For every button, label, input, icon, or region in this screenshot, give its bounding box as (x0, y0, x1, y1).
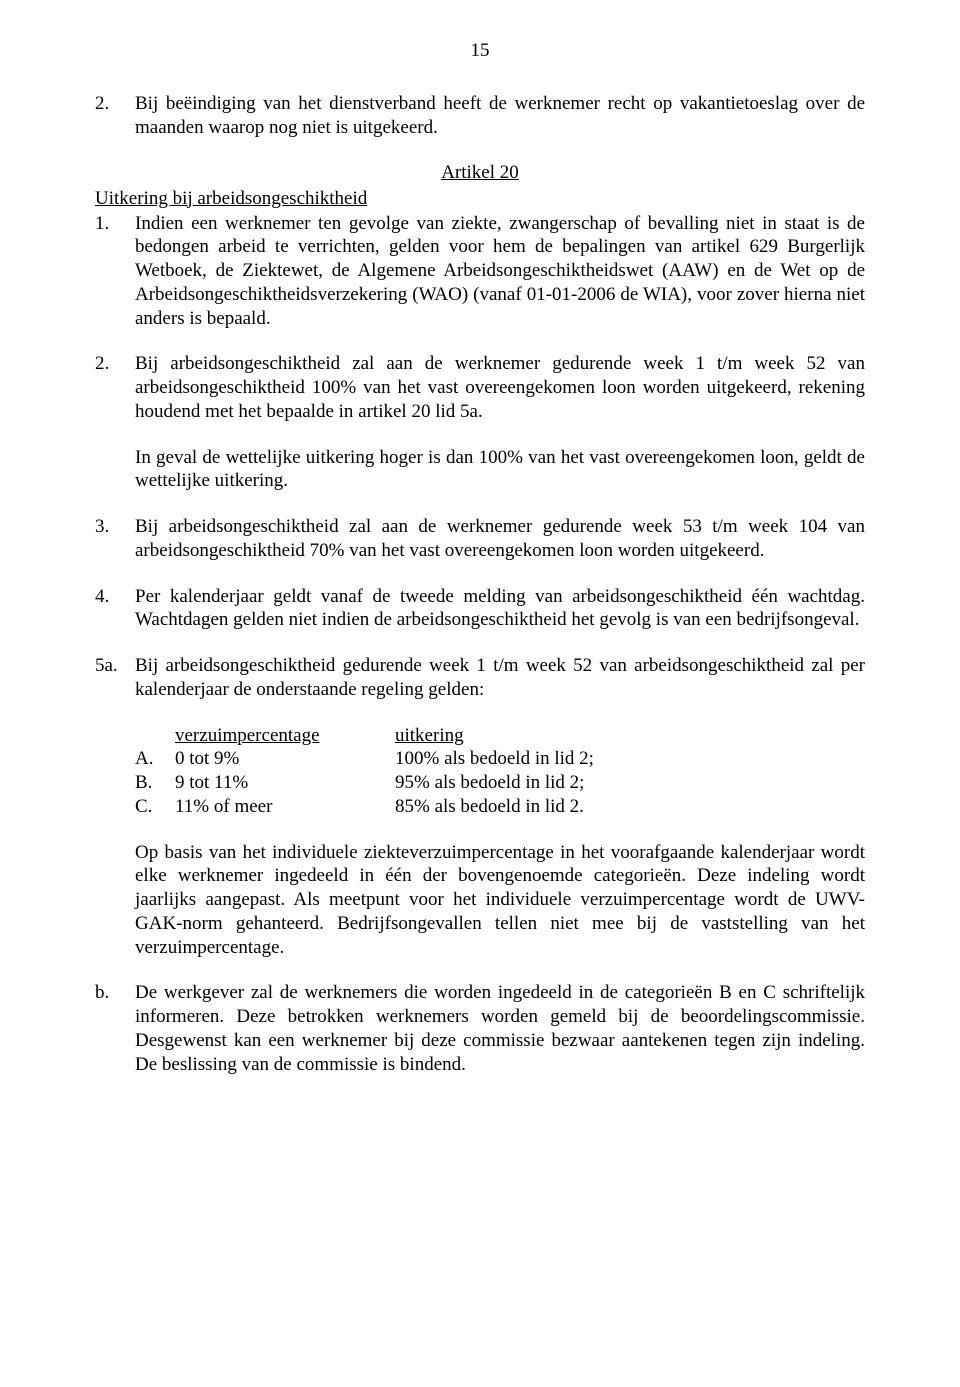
subsection-title: Uitkering bij arbeidsongeschiktheid (95, 188, 865, 210)
table-cell: 85% als bedoeld in lid 2. (395, 795, 865, 819)
table-row: C. 11% of meer 85% als bedoeld in lid 2. (135, 795, 865, 819)
para-body: Bij arbeidsongeschiktheid zal aan de wer… (135, 352, 865, 423)
paragraph-2-sub: In geval de wettelijke uitkering hoger i… (135, 446, 865, 494)
table-header-cell: uitkering (395, 724, 865, 748)
table-header-cell: verzuimpercentage (175, 724, 395, 748)
table-cell: 100% als bedoeld in lid 2; (395, 747, 865, 771)
paragraph-5a: 5a. Bij arbeidsongeschiktheid gedurende … (95, 654, 865, 702)
para-body: Bij arbeidsongeschiktheid gedurende week… (135, 654, 865, 702)
table-cell: 95% als bedoeld in lid 2; (395, 771, 865, 795)
paragraph-4: 4. Per kalenderjaar geldt vanaf de tweed… (95, 585, 865, 633)
table-row: A. 0 tot 9% 100% als bedoeld in lid 2; (135, 747, 865, 771)
paragraph-1: 1. Indien een werknemer ten gevolge van … (95, 212, 865, 331)
paragraph-3: 3. Bij arbeidsongeschiktheid zal aan de … (95, 515, 865, 563)
rate-table: verzuimpercentage uitkering A. 0 tot 9% … (135, 724, 865, 819)
para-marker: 5a. (95, 654, 135, 702)
para-body: Bij arbeidsongeschiktheid zal aan de wer… (135, 515, 865, 563)
table-cell: 9 tot 11% (175, 771, 395, 795)
article-heading: Artikel 20 (95, 162, 865, 184)
para-body: Per kalenderjaar geldt vanaf de tweede m… (135, 585, 865, 633)
table-cell: B. (135, 771, 175, 795)
table-cell: 0 tot 9% (175, 747, 395, 771)
paragraph-5a-followup: Op basis van het individuele ziekteverzu… (135, 841, 865, 960)
table-cell: 11% of meer (175, 795, 395, 819)
paragraph-b: b. De werkgever zal de werknemers die wo… (95, 981, 865, 1076)
table-cell (135, 724, 175, 748)
paragraph-top-2: 2. Bij beëindiging van het dienstverband… (95, 92, 865, 140)
table-row: B. 9 tot 11% 95% als bedoeld in lid 2; (135, 771, 865, 795)
para-marker: 3. (95, 515, 135, 563)
para-body: De werkgever zal de werknemers die worde… (135, 981, 865, 1076)
para-marker: 2. (95, 92, 135, 140)
para-marker: 4. (95, 585, 135, 633)
para-marker: 1. (95, 212, 135, 331)
table-cell: A. (135, 747, 175, 771)
page-number: 15 (95, 40, 865, 62)
table-header-row: verzuimpercentage uitkering (135, 724, 865, 748)
paragraph-2: 2. Bij arbeidsongeschiktheid zal aan de … (95, 352, 865, 423)
document-page: 15 2. Bij beëindiging van het dienstverb… (0, 0, 960, 1116)
para-marker: b. (95, 981, 135, 1076)
para-marker: 2. (95, 352, 135, 423)
para-body: Indien een werknemer ten gevolge van zie… (135, 212, 865, 331)
para-body: Bij beëindiging van het dienstverband he… (135, 92, 865, 140)
table-cell: C. (135, 795, 175, 819)
